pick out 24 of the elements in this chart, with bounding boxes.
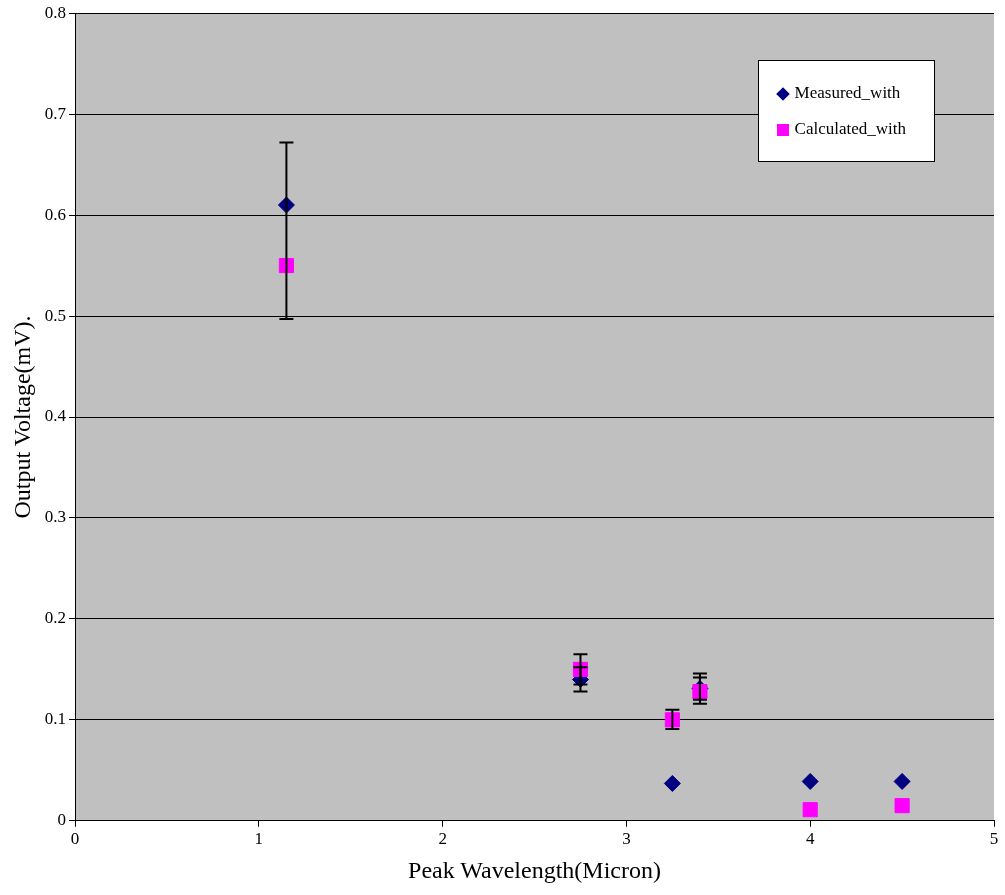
y-tick-label: 0.3 [44,507,67,527]
y-tick-label: 0.2 [44,608,67,628]
y-tick-label: 0.6 [44,204,67,224]
x-tick-label: 0 [70,829,80,849]
x-tick-label: 1 [254,829,264,849]
x-axis-title: Peak Wavelength(Micron) [408,856,661,883]
point [663,774,681,792]
point [894,798,910,814]
y-tick-label: 0.4 [44,406,67,426]
x-tick-label: 4 [805,829,815,849]
point [801,772,819,790]
y-tick-label: 0.8 [44,2,67,22]
legend-label: Calculated_with [794,119,906,138]
y-tick-label: 0.5 [44,305,67,325]
point [802,802,818,818]
y-tick-label: 0 [57,810,67,830]
y-tick-label: 0.7 [44,103,67,123]
point [893,772,911,790]
legend-label: Measured_with [794,83,901,102]
y-tick-label: 0.1 [44,709,67,729]
y-axis-title: Output Voltage(mV). [8,315,35,519]
x-tick-label: 3 [622,829,631,849]
x-tick-label: 5 [989,829,999,849]
x-tick-label: 2 [438,829,447,849]
